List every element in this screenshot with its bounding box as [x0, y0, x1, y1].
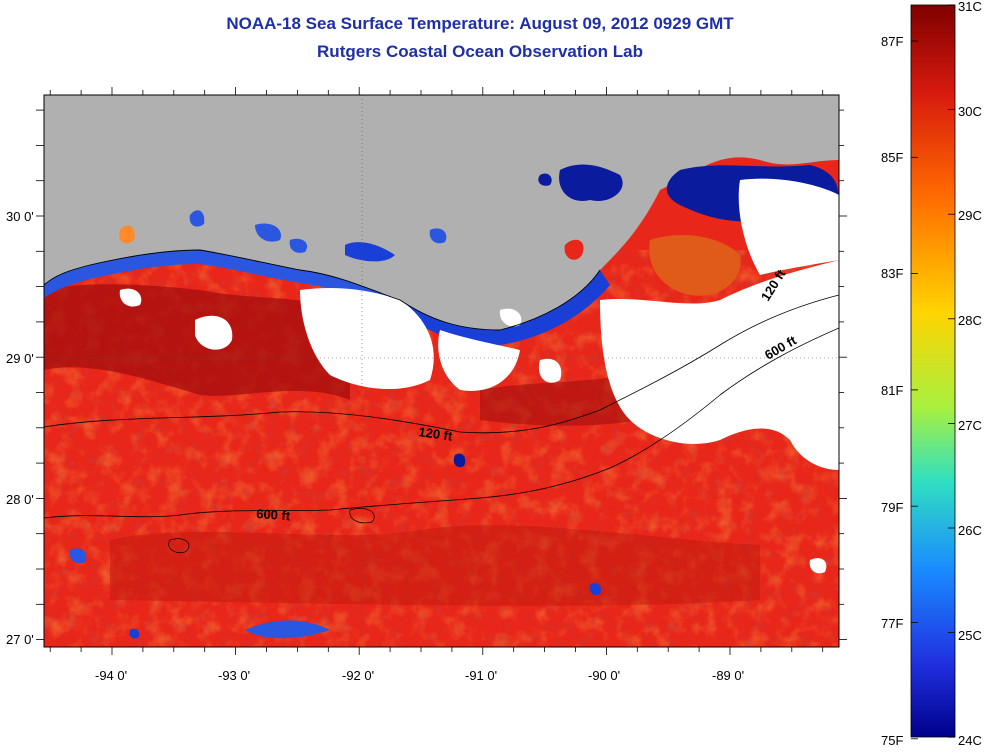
cb-f-83: 83F [881, 266, 903, 281]
map-subtitle: Rutgers Coastal Ocean Observation Lab [317, 42, 643, 61]
cb-f-87: 87F [881, 34, 903, 49]
map-frame [43, 94, 840, 648]
contour-label-600ft: 600 ft [256, 506, 292, 523]
contour-label-120ft: 120 ft [418, 424, 454, 444]
lat-label-29: 29 0' [6, 351, 34, 366]
lon-label-94: -94 0' [95, 668, 127, 683]
map-title: NOAA-18 Sea Surface Temperature: August … [226, 14, 734, 33]
lon-label-92: -92 0' [342, 668, 374, 683]
coastline [44, 249, 601, 331]
warm-patch [44, 284, 350, 400]
cb-c-28: 28C [958, 313, 982, 328]
coastal-cool-band [44, 250, 400, 312]
warm-bay-patch [649, 235, 741, 296]
lon-label-90: -90 0' [588, 668, 620, 683]
map-plot-area [44, 95, 839, 647]
lat-label-30: 30 0' [6, 209, 34, 224]
cb-f-75: 75F [881, 733, 903, 748]
cloud-patch [195, 315, 233, 350]
lon-label-93: -93 0' [218, 668, 250, 683]
cb-c-25: 25C [958, 628, 982, 643]
cb-c-24: 24C [958, 733, 982, 748]
cb-f-79: 79F [881, 500, 903, 515]
cb-c-29: 29C [958, 208, 982, 223]
lon-label-89: -89 0' [712, 668, 744, 683]
cb-f-77: 77F [881, 616, 903, 631]
lon-label-91: -91 0' [465, 668, 497, 683]
cb-c-31: 31C [958, 0, 982, 14]
colorbar: 87F 85F 83F 81F 79F 77F 75F 31C 30C 29C … [881, 0, 982, 748]
cb-f-81: 81F [881, 383, 903, 398]
land-mass [44, 95, 839, 330]
contour-120ft [44, 294, 839, 434]
colorbar-gradient [910, 4, 956, 738]
cold-patch [559, 164, 623, 201]
cb-c-30: 30C [958, 104, 982, 119]
lat-label-27: 27 0' [6, 632, 34, 647]
cb-f-85: 85F [881, 150, 903, 165]
cb-c-27: 27C [958, 418, 982, 433]
axis-ticks [36, 87, 847, 655]
lat-label-28: 28 0' [6, 492, 34, 507]
colorbar-ticks [911, 4, 955, 740]
cb-c-26: 26C [958, 523, 982, 538]
contour-600ft [44, 327, 839, 519]
